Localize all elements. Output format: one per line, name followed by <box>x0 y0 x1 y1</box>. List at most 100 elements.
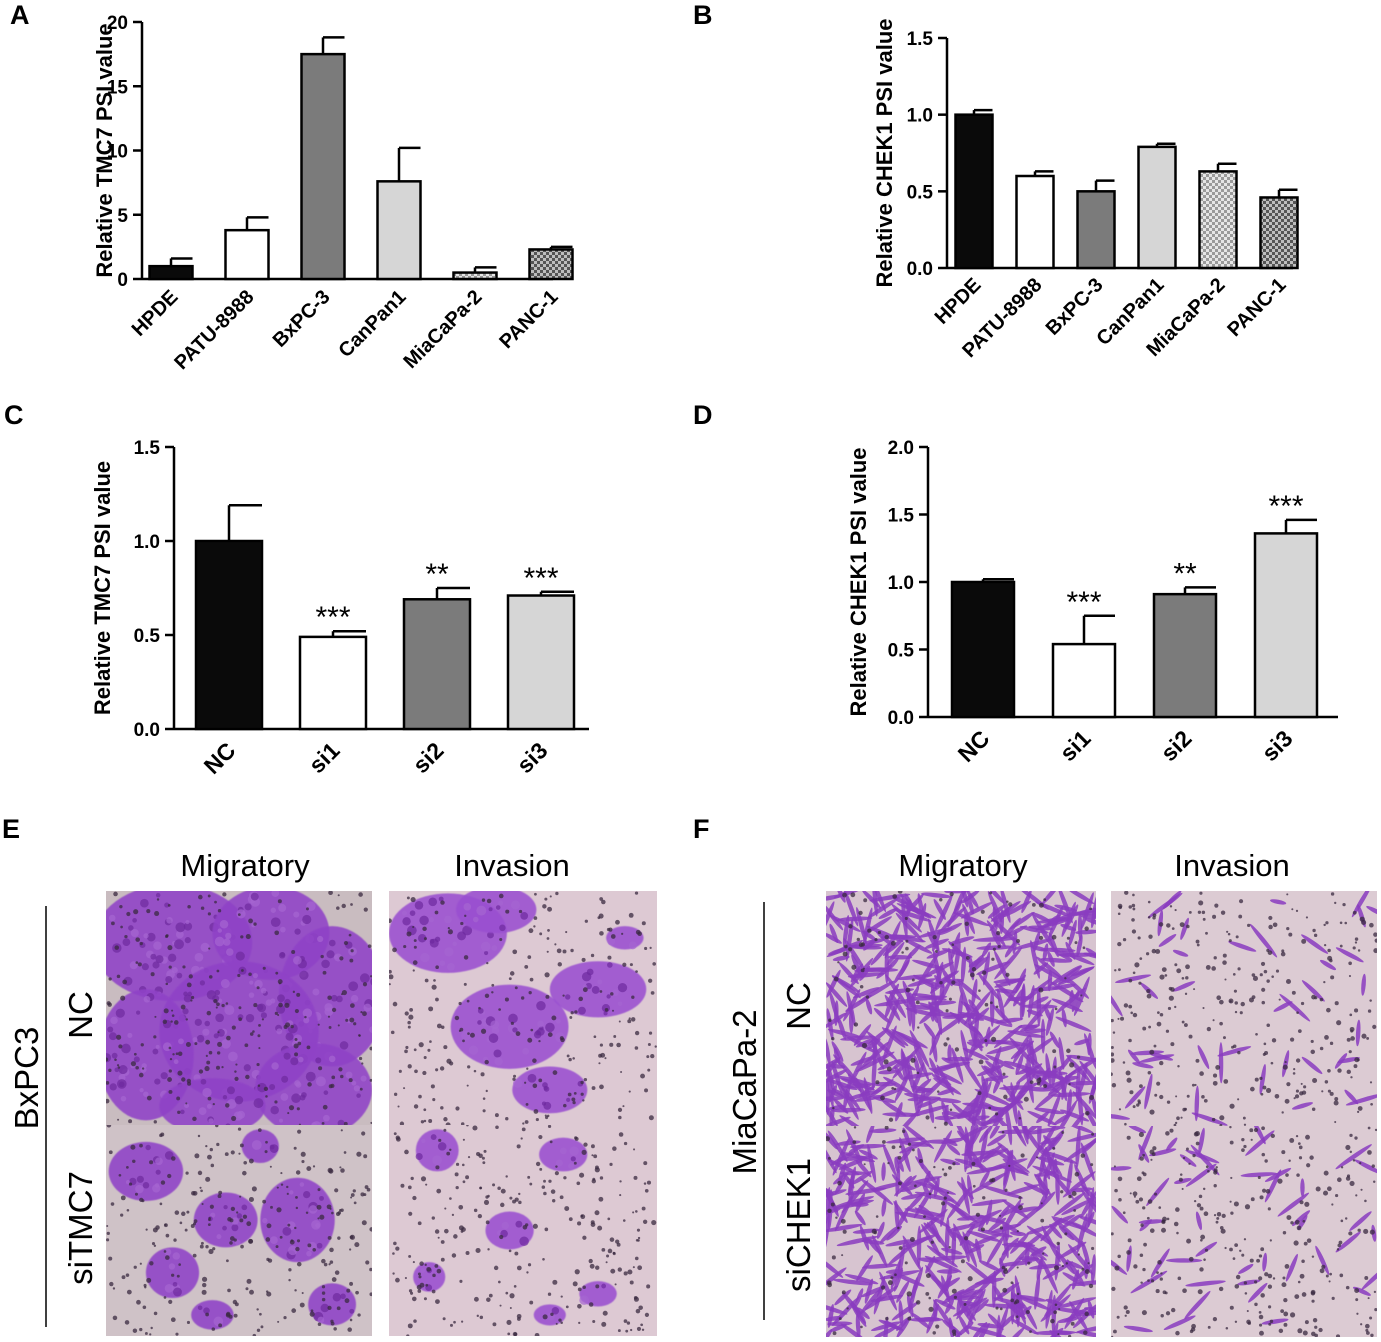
membrane-pore <box>1161 1227 1166 1233</box>
x-tick-label: si2 <box>408 737 449 778</box>
spindle-cell <box>1061 1199 1093 1216</box>
membrane-pore <box>980 909 985 914</box>
membrane-pore <box>1070 1321 1075 1326</box>
membrane-pore <box>613 1035 617 1038</box>
membrane-pore <box>535 1161 541 1167</box>
membrane-pore <box>539 1167 543 1171</box>
membrane-pore <box>831 1255 836 1260</box>
cell-texture <box>349 1308 355 1314</box>
membrane-pore <box>413 939 417 943</box>
membrane-pore <box>572 1057 575 1060</box>
membrane-pore <box>1331 1296 1335 1300</box>
membrane-pore <box>1299 1273 1305 1279</box>
spindle-cell <box>981 1106 986 1126</box>
membrane-pore <box>491 991 494 994</box>
membrane-pore <box>498 1008 501 1011</box>
spindle-cell <box>895 1211 937 1221</box>
membrane-pore <box>307 1082 312 1087</box>
membrane-pore <box>1272 922 1278 928</box>
spindle-cell <box>902 1235 922 1272</box>
membrane-pore <box>1306 1163 1311 1168</box>
membrane-pore <box>1321 1090 1324 1093</box>
membrane-pore <box>1213 1170 1218 1175</box>
membrane-pore <box>989 1178 994 1183</box>
cell-texture <box>252 972 259 979</box>
membrane-pore <box>1234 1320 1238 1323</box>
membrane-pore <box>1132 893 1135 897</box>
membrane-pore <box>150 1326 153 1330</box>
membrane-pore <box>216 969 220 973</box>
membrane-pore <box>580 1092 584 1096</box>
membrane-pore <box>1043 898 1047 902</box>
spindle-cell <box>941 1112 954 1126</box>
membrane-pore <box>248 1239 253 1244</box>
spindle-cell <box>887 955 913 960</box>
membrane-pore <box>1345 1285 1350 1290</box>
spindle-cell <box>928 1101 935 1124</box>
membrane-pore <box>1272 1277 1276 1280</box>
membrane-pore <box>205 1054 208 1058</box>
spindle-cell <box>1066 1158 1073 1194</box>
membrane-pore <box>1128 905 1132 909</box>
membrane-pore <box>1143 1242 1147 1247</box>
membrane-pore <box>420 1176 427 1182</box>
membrane-pore <box>552 1070 558 1075</box>
membrane-pore <box>1138 1132 1144 1138</box>
spindle-cell <box>826 1223 863 1232</box>
membrane-pore <box>265 1237 271 1242</box>
membrane-pore <box>1282 1231 1287 1235</box>
membrane-pore <box>168 1046 172 1050</box>
spindle-cell <box>1083 1306 1096 1312</box>
cell-texture <box>439 960 446 966</box>
spindle-cell <box>854 1210 866 1226</box>
y-tick-label: 5 <box>117 206 128 227</box>
spindle-cell <box>1021 1301 1038 1330</box>
spindle-cell <box>1076 1213 1088 1254</box>
membrane-pore <box>546 950 549 953</box>
cell-texture <box>421 1138 426 1144</box>
membrane-pore <box>901 951 904 954</box>
membrane-pore <box>918 1158 923 1163</box>
spindle-cell <box>840 1323 868 1337</box>
membrane-pore <box>168 1069 172 1073</box>
membrane-pore <box>559 1195 564 1200</box>
spindle-cell <box>1002 1199 1029 1219</box>
membrane-pore <box>581 1149 587 1155</box>
cell-texture <box>127 1032 133 1038</box>
membrane-pore <box>304 1015 307 1019</box>
cell-texture <box>330 994 338 1002</box>
membrane-pore <box>300 1151 306 1157</box>
membrane-pore <box>201 1276 208 1282</box>
membrane-pore <box>1294 1219 1300 1225</box>
cell-texture <box>174 939 184 950</box>
membrane-pore <box>1142 1026 1147 1031</box>
membrane-pore <box>1281 949 1285 953</box>
membrane-pore <box>1286 893 1289 896</box>
membrane-pore <box>407 1020 411 1025</box>
membrane-pore <box>438 1138 442 1142</box>
membrane-pore <box>204 1065 210 1072</box>
spindle-cell <box>966 1166 1006 1175</box>
membrane-pore <box>328 1168 334 1174</box>
membrane-pore <box>1295 1058 1301 1063</box>
membrane-pore <box>298 1123 301 1125</box>
spindle-cell <box>1064 891 1095 905</box>
membrane-pore <box>408 1254 412 1258</box>
cell-texture <box>122 938 131 947</box>
cell-texture <box>203 1307 210 1314</box>
membrane-pore <box>999 1214 1002 1217</box>
membrane-pore <box>1184 992 1188 996</box>
membrane-pore <box>1173 1123 1177 1126</box>
membrane-pore <box>1083 1330 1088 1335</box>
membrane-pore <box>154 910 160 917</box>
membrane-pore <box>1363 1228 1369 1235</box>
membrane-pore <box>1186 1094 1190 1098</box>
membrane-pore <box>1292 1072 1296 1075</box>
spindle-cell <box>982 1144 1002 1163</box>
cell-texture <box>182 1008 189 1015</box>
membrane-pore <box>340 1074 344 1079</box>
membrane-pore <box>625 1329 629 1333</box>
membrane-pore <box>1349 1133 1353 1138</box>
membrane-pore <box>601 899 606 905</box>
